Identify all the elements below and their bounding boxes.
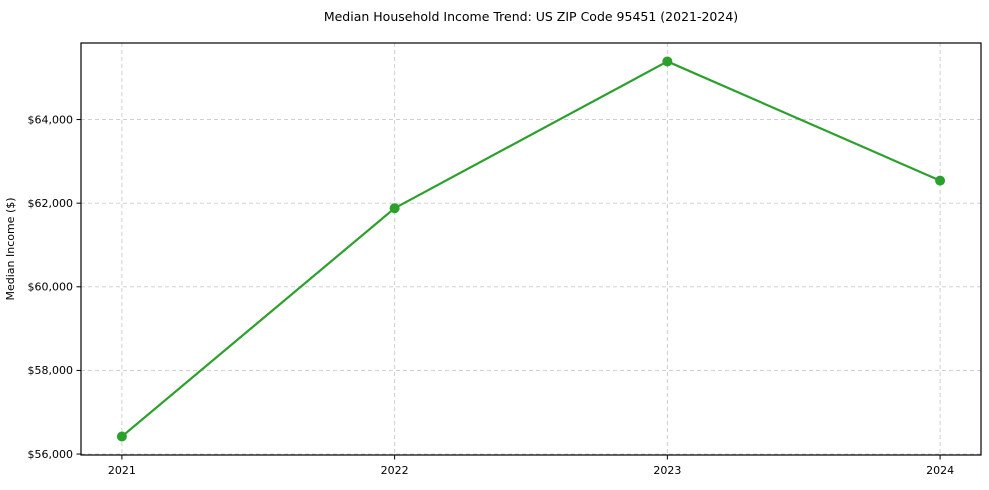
x-tick-label-2: 2023 [653, 464, 681, 477]
data-point-2024 [935, 175, 946, 186]
data-point-2022 [389, 203, 400, 214]
y-tick-label-0: $56,000 [28, 448, 74, 461]
chart-title: Median Household Income Trend: US ZIP Co… [324, 9, 738, 24]
data-point-2023 [662, 56, 673, 67]
x-tick-label-1: 2022 [381, 464, 409, 477]
plot-border [80, 42, 982, 456]
y-tick-label-4: $64,000 [28, 113, 74, 126]
y-tick-label-1: $58,000 [28, 364, 74, 377]
x-tick-label-0: 2021 [108, 464, 136, 477]
x-tick-label-3: 2024 [926, 464, 954, 477]
y-tick-label-2: $60,000 [28, 281, 74, 294]
y-axis-label: Median Income ($) [4, 197, 17, 300]
data-point-2021 [116, 431, 127, 442]
income-trend-line [121, 60, 941, 438]
y-tick-label-3: $62,000 [28, 197, 74, 210]
